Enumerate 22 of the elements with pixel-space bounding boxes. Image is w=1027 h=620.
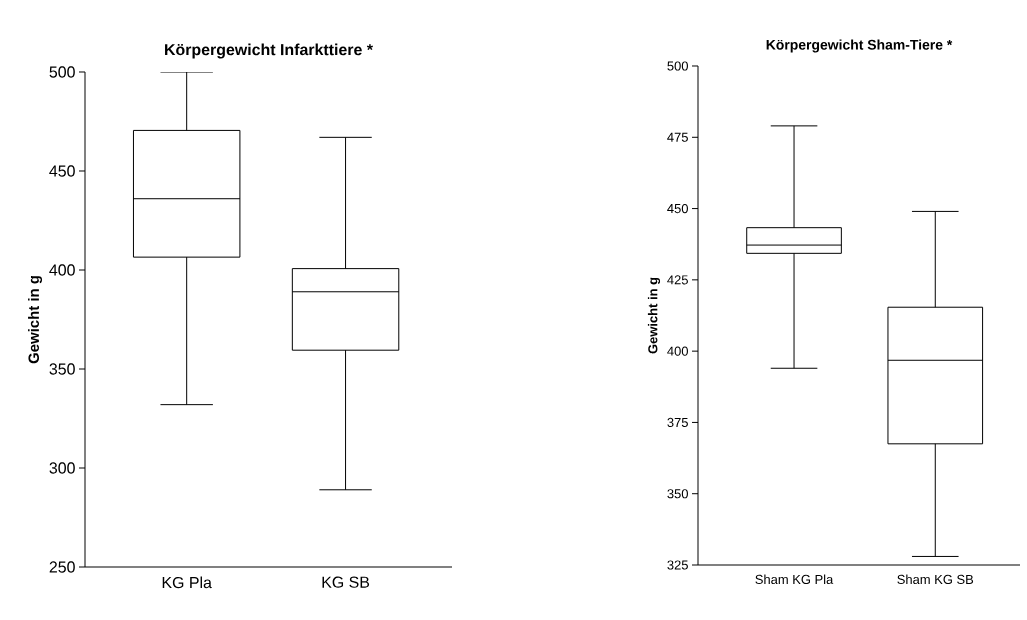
x-tick-label: KG Pla <box>162 576 212 589</box>
y-tick-label: 500 <box>49 66 75 78</box>
y-tick-label: 450 <box>667 203 688 214</box>
y-axis-title: Gewicht in g <box>28 276 43 364</box>
y-tick-label: 400 <box>49 264 75 276</box>
x-tick-label: Sham KG SB <box>897 574 974 585</box>
y-tick-label: 300 <box>49 462 75 474</box>
y-tick-label: 350 <box>49 363 75 375</box>
x-tick-label: KG SB <box>322 576 370 588</box>
chart-title: Körpergewicht Sham-Tiere * <box>766 39 953 53</box>
y-tick-label: 475 <box>667 132 688 142</box>
y-tick-label: 350 <box>667 489 688 499</box>
y-tick-label: 425 <box>667 275 688 285</box>
y-axis-title: Gewicht in g <box>647 277 661 354</box>
y-tick-label: 450 <box>49 165 75 177</box>
x-tick-label: Sham KG Pla <box>755 574 834 585</box>
y-tick-label: 325 <box>667 560 688 570</box>
y-tick-label: 375 <box>667 417 688 428</box>
y-tick-label: 500 <box>667 61 688 71</box>
y-tick-label: 250 <box>49 561 75 573</box>
chart-title: Körpergewicht Infarkttiere * <box>165 43 373 59</box>
y-tick-label: 400 <box>667 346 688 356</box>
